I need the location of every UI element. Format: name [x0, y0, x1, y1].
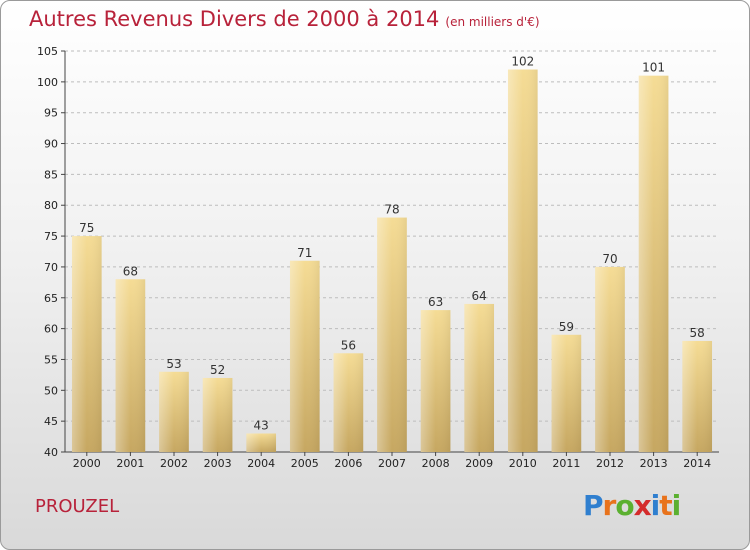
logo-letter: o — [615, 489, 634, 522]
unit-note: (en milliers d'€) — [445, 15, 540, 29]
chart-title: Autres Revenus Divers de 2000 à 2014 (en … — [29, 7, 540, 31]
y-tick-label: 105 — [37, 45, 58, 58]
y-tick-label: 70 — [44, 261, 58, 274]
y-tick-label: 60 — [44, 323, 58, 336]
y-tick-label: 50 — [44, 384, 58, 397]
bar-highlight — [507, 69, 538, 452]
logo-letter: i — [671, 489, 682, 522]
title-text: Autres Revenus Divers de 2000 à 2014 — [29, 7, 440, 31]
data-label: 58 — [690, 326, 705, 340]
bar-highlight — [159, 371, 189, 452]
x-tick-label: 2004 — [247, 457, 275, 470]
x-tick-label: 2008 — [422, 457, 450, 470]
y-tick-label: 95 — [44, 107, 58, 120]
data-label: 70 — [602, 252, 617, 266]
x-tick-label: 2011 — [552, 457, 580, 470]
y-tick-label: 80 — [44, 199, 58, 212]
logo-letter: t — [659, 489, 672, 522]
data-label: 53 — [166, 357, 181, 371]
bar-highlight — [638, 75, 669, 452]
y-tick-label: 100 — [37, 76, 58, 89]
x-tick-label: 2007 — [378, 457, 406, 470]
proxiti-logo: Proxiti — [583, 489, 682, 522]
x-tick-label: 2014 — [683, 457, 711, 470]
bar-highlight — [115, 279, 146, 452]
x-tick-label: 2006 — [334, 457, 362, 470]
data-label: 52 — [210, 363, 225, 377]
data-label: 75 — [79, 221, 94, 235]
data-label: 43 — [254, 418, 269, 432]
data-label: 102 — [511, 55, 534, 69]
bar-highlight — [420, 310, 451, 452]
x-tick-label: 2005 — [291, 457, 319, 470]
data-label: 56 — [341, 338, 356, 352]
y-tick-label: 75 — [44, 230, 58, 243]
data-label: 59 — [559, 320, 574, 334]
y-tick-label: 45 — [44, 415, 58, 428]
logo-letter: r — [602, 489, 617, 522]
bar-highlight — [246, 433, 277, 452]
logo-letter: P — [583, 489, 604, 522]
bar-highlight — [595, 266, 625, 452]
bar-highlight — [289, 260, 320, 452]
x-tick-label: 2012 — [596, 457, 624, 470]
y-tick-label: 55 — [44, 353, 58, 366]
data-label: 101 — [642, 61, 665, 75]
logo-letter: i — [650, 489, 661, 522]
bar-highlight — [551, 334, 582, 452]
data-label: 64 — [472, 289, 487, 303]
y-tick-label: 40 — [44, 446, 58, 459]
data-label: 68 — [123, 264, 138, 278]
x-tick-label: 2009 — [465, 457, 493, 470]
data-label: 71 — [297, 246, 312, 260]
bar-highlight — [202, 377, 233, 452]
x-tick-label: 2001 — [116, 457, 144, 470]
bar-highlight — [377, 217, 407, 452]
commune-name: PROUZEL — [35, 496, 120, 517]
x-tick-label: 2013 — [640, 457, 668, 470]
data-label: 78 — [384, 203, 399, 217]
bar-highlight — [71, 236, 102, 452]
x-tick-label: 2000 — [73, 457, 101, 470]
bar-highlight — [682, 340, 713, 452]
x-tick-label: 2010 — [509, 457, 537, 470]
y-tick-label: 90 — [44, 138, 58, 151]
bar-highlight — [333, 353, 364, 452]
x-tick-label: 2002 — [160, 457, 188, 470]
logo-letter: x — [633, 489, 652, 522]
x-tick-label: 2003 — [204, 457, 232, 470]
y-tick-label: 85 — [44, 168, 58, 181]
data-label: 63 — [428, 295, 443, 309]
bar-highlight — [464, 303, 495, 452]
y-tick-label: 65 — [44, 292, 58, 305]
